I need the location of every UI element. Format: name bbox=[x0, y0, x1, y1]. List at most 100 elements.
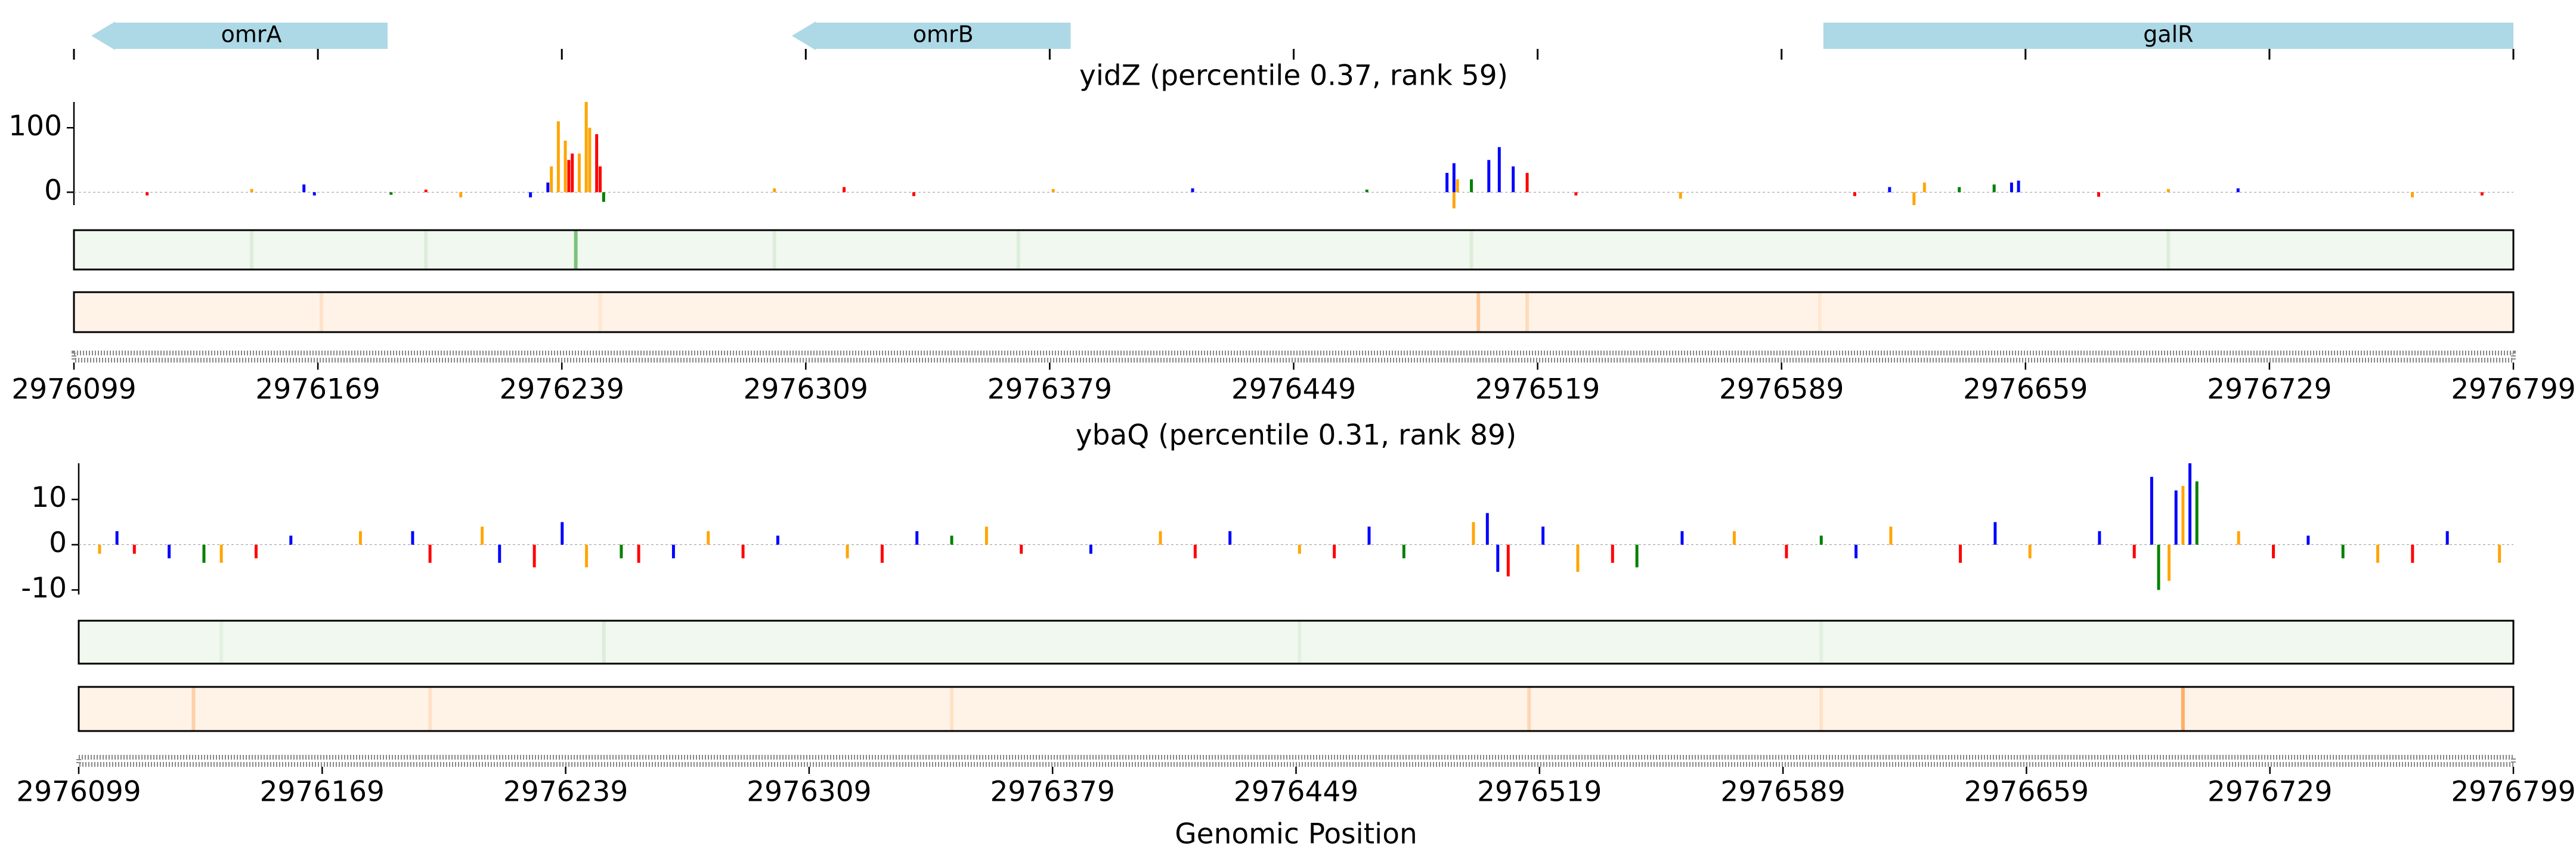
logo-column bbox=[1470, 179, 1473, 193]
logo-column bbox=[302, 184, 306, 193]
heatmap-frame bbox=[78, 620, 2515, 665]
logo-column bbox=[588, 128, 592, 193]
logo-column bbox=[595, 134, 599, 193]
heatmap-cell bbox=[1469, 230, 1473, 270]
logo-column bbox=[912, 192, 915, 196]
logo-column bbox=[984, 526, 988, 545]
x-tick-label: 2976169 bbox=[255, 373, 380, 406]
logo-column bbox=[1333, 544, 1336, 559]
x-tick-label: 2976099 bbox=[11, 373, 136, 406]
x-tick-label: 2976519 bbox=[1475, 373, 1600, 406]
logo-column bbox=[2028, 544, 2032, 559]
logo-column bbox=[2236, 188, 2240, 193]
x-tick-label: 2976729 bbox=[2207, 776, 2332, 809]
heatmap-frame bbox=[73, 229, 2515, 271]
gene-arrow bbox=[1823, 23, 2513, 49]
logo-column bbox=[2174, 490, 2178, 545]
y-tick-label: 0 bbox=[49, 526, 67, 559]
logo-column bbox=[115, 531, 119, 545]
logo-column bbox=[602, 192, 605, 202]
logo-column bbox=[1635, 544, 1639, 568]
logo-column bbox=[2017, 180, 2020, 193]
heatmap-cell bbox=[574, 230, 578, 270]
y-tick-label: -10 bbox=[21, 572, 67, 605]
logo-column bbox=[915, 531, 919, 545]
logo-column bbox=[289, 535, 293, 545]
logo-column bbox=[2010, 182, 2013, 193]
logo-column bbox=[1819, 535, 1823, 545]
x-tick-label: 2976659 bbox=[1964, 776, 2089, 809]
heatmap-cell bbox=[598, 292, 602, 332]
logo-column bbox=[567, 160, 571, 193]
logo-column bbox=[2166, 188, 2170, 193]
logo-column bbox=[219, 544, 223, 563]
logo-column bbox=[1889, 526, 1893, 545]
heatmap-cell bbox=[1298, 621, 1302, 664]
logo-column bbox=[564, 140, 567, 193]
x-tick-label: 2976589 bbox=[1720, 776, 1845, 809]
logo-column bbox=[550, 166, 553, 193]
logo-column bbox=[1485, 513, 1489, 545]
logo-column bbox=[1298, 544, 1301, 554]
heatmap-cell bbox=[250, 230, 254, 270]
heatmap-cell bbox=[1476, 292, 1481, 332]
logo-column bbox=[498, 544, 501, 563]
logo-column bbox=[1680, 531, 1684, 545]
heatmap-cell bbox=[424, 230, 428, 270]
logo-column bbox=[1089, 544, 1092, 554]
logo-column bbox=[145, 192, 149, 196]
logo-column bbox=[532, 544, 536, 568]
logo-column bbox=[2237, 531, 2240, 545]
logo-column bbox=[1993, 522, 1997, 545]
heatmap-cell bbox=[1527, 687, 1531, 731]
logo-column bbox=[2157, 544, 2160, 590]
logo-column bbox=[1679, 192, 1682, 199]
logo-column bbox=[2411, 192, 2414, 198]
x-tick-label: 2976379 bbox=[987, 373, 1112, 406]
x-tick-label: 2976659 bbox=[1963, 373, 2088, 406]
x-tick-label: 2976729 bbox=[2207, 373, 2332, 406]
gene-label: galR bbox=[2143, 21, 2193, 48]
sequence-track bbox=[72, 351, 2516, 363]
logo-column bbox=[1732, 531, 1736, 545]
logo-column bbox=[1193, 544, 1197, 559]
logo-column bbox=[637, 544, 640, 563]
logo-column bbox=[1228, 531, 1232, 545]
logo-column bbox=[1051, 188, 1055, 193]
sequence-track bbox=[76, 755, 2516, 767]
panel-title: yidZ (percentile 0.37, rank 59) bbox=[1079, 60, 1508, 92]
heatmap-cell bbox=[428, 687, 432, 731]
logo-column bbox=[481, 526, 484, 545]
logo-column bbox=[1512, 166, 1515, 193]
heatmap-cell bbox=[1819, 687, 1823, 731]
logo-column bbox=[1912, 192, 1916, 205]
logo-column bbox=[1367, 526, 1371, 545]
y-tick-label: 100 bbox=[8, 110, 62, 143]
logo-column bbox=[1159, 531, 1162, 545]
logo-column bbox=[1785, 544, 1788, 559]
logo-column bbox=[1888, 187, 1891, 193]
heatmap-cell bbox=[2181, 687, 2185, 731]
heatmap-cell bbox=[1819, 621, 1823, 664]
heatmap-cell bbox=[950, 687, 954, 731]
x-tick-label: 2976169 bbox=[260, 776, 385, 809]
logo-column bbox=[773, 188, 776, 193]
logo-column bbox=[1487, 160, 1491, 193]
logo-column bbox=[1452, 163, 1456, 193]
logo-column bbox=[98, 544, 101, 554]
x-tick-label: 2976099 bbox=[16, 776, 141, 809]
logo-column bbox=[577, 153, 581, 193]
heatmap-cell bbox=[319, 292, 323, 332]
gene-label: omrA bbox=[221, 21, 282, 48]
x-tick-label: 2976799 bbox=[2451, 776, 2575, 809]
x-tick-label: 2976379 bbox=[990, 776, 1115, 809]
x-tick-label: 2976589 bbox=[1719, 373, 1844, 406]
logo-column bbox=[1611, 544, 1614, 563]
logo-column bbox=[1506, 544, 1510, 577]
logo-column bbox=[950, 535, 953, 545]
logo-column bbox=[2498, 544, 2501, 563]
logo-column bbox=[2188, 463, 2192, 545]
gene-arrow bbox=[91, 21, 388, 50]
heatmap-cell bbox=[191, 687, 196, 731]
x-tick-label: 2976239 bbox=[503, 776, 628, 809]
